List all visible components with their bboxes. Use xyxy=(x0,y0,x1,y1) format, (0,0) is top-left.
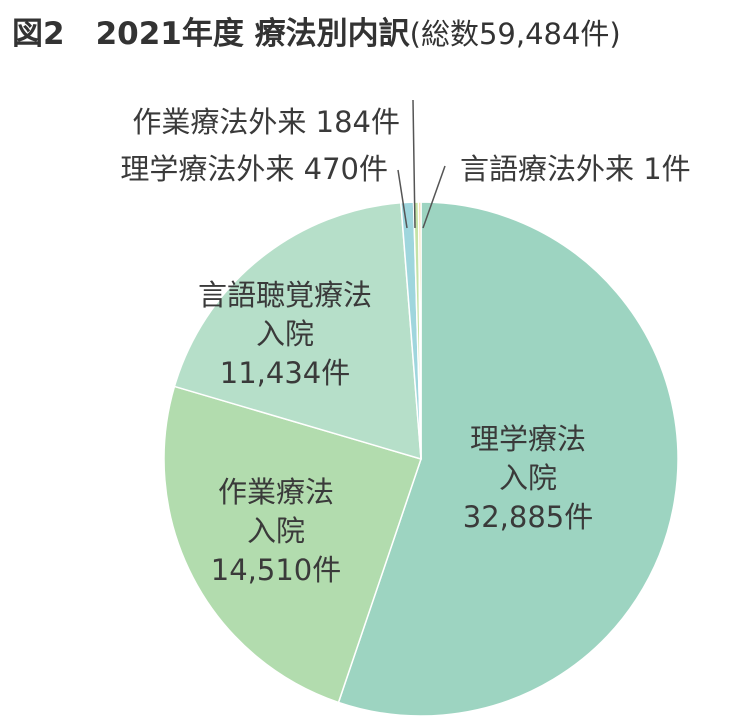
chart-title-main: 図2 2021年度 療法別内訳 xyxy=(12,16,410,52)
slice-label-3: 理学療法外来 470件 xyxy=(120,152,388,186)
leader-lines xyxy=(397,99,446,229)
slice-label-4: 作業療法外来 184件 xyxy=(132,105,400,139)
chart-title-total: (総数59,484件) xyxy=(409,17,621,51)
leader-line-4 xyxy=(412,99,416,229)
slice-label-0: 理学療法入院 32,885件 xyxy=(463,422,593,534)
pie-slices xyxy=(163,201,679,717)
pie-slice-5 xyxy=(417,201,422,460)
pie-slice-1 xyxy=(163,385,422,704)
slice-label-2: 言語聴覚療法入院 11,434件 xyxy=(198,278,372,390)
leader-line-5 xyxy=(422,165,446,229)
slice-labels: 理学療法入院 32,885件 作業療法入院 14,510件 言語聴覚療法入院 11,434… xyxy=(120,105,690,587)
chart-title: 図2 2021年度 療法別内訳(総数59,484件) xyxy=(12,8,621,53)
pie-slice-0 xyxy=(337,201,679,717)
pie-slice-2 xyxy=(173,201,422,461)
slice-label-1: 作業療法入院 14,510件 xyxy=(211,475,341,587)
slice-label-5: 言語療法外来 1件 xyxy=(460,152,691,186)
leader-line-3 xyxy=(397,169,408,229)
